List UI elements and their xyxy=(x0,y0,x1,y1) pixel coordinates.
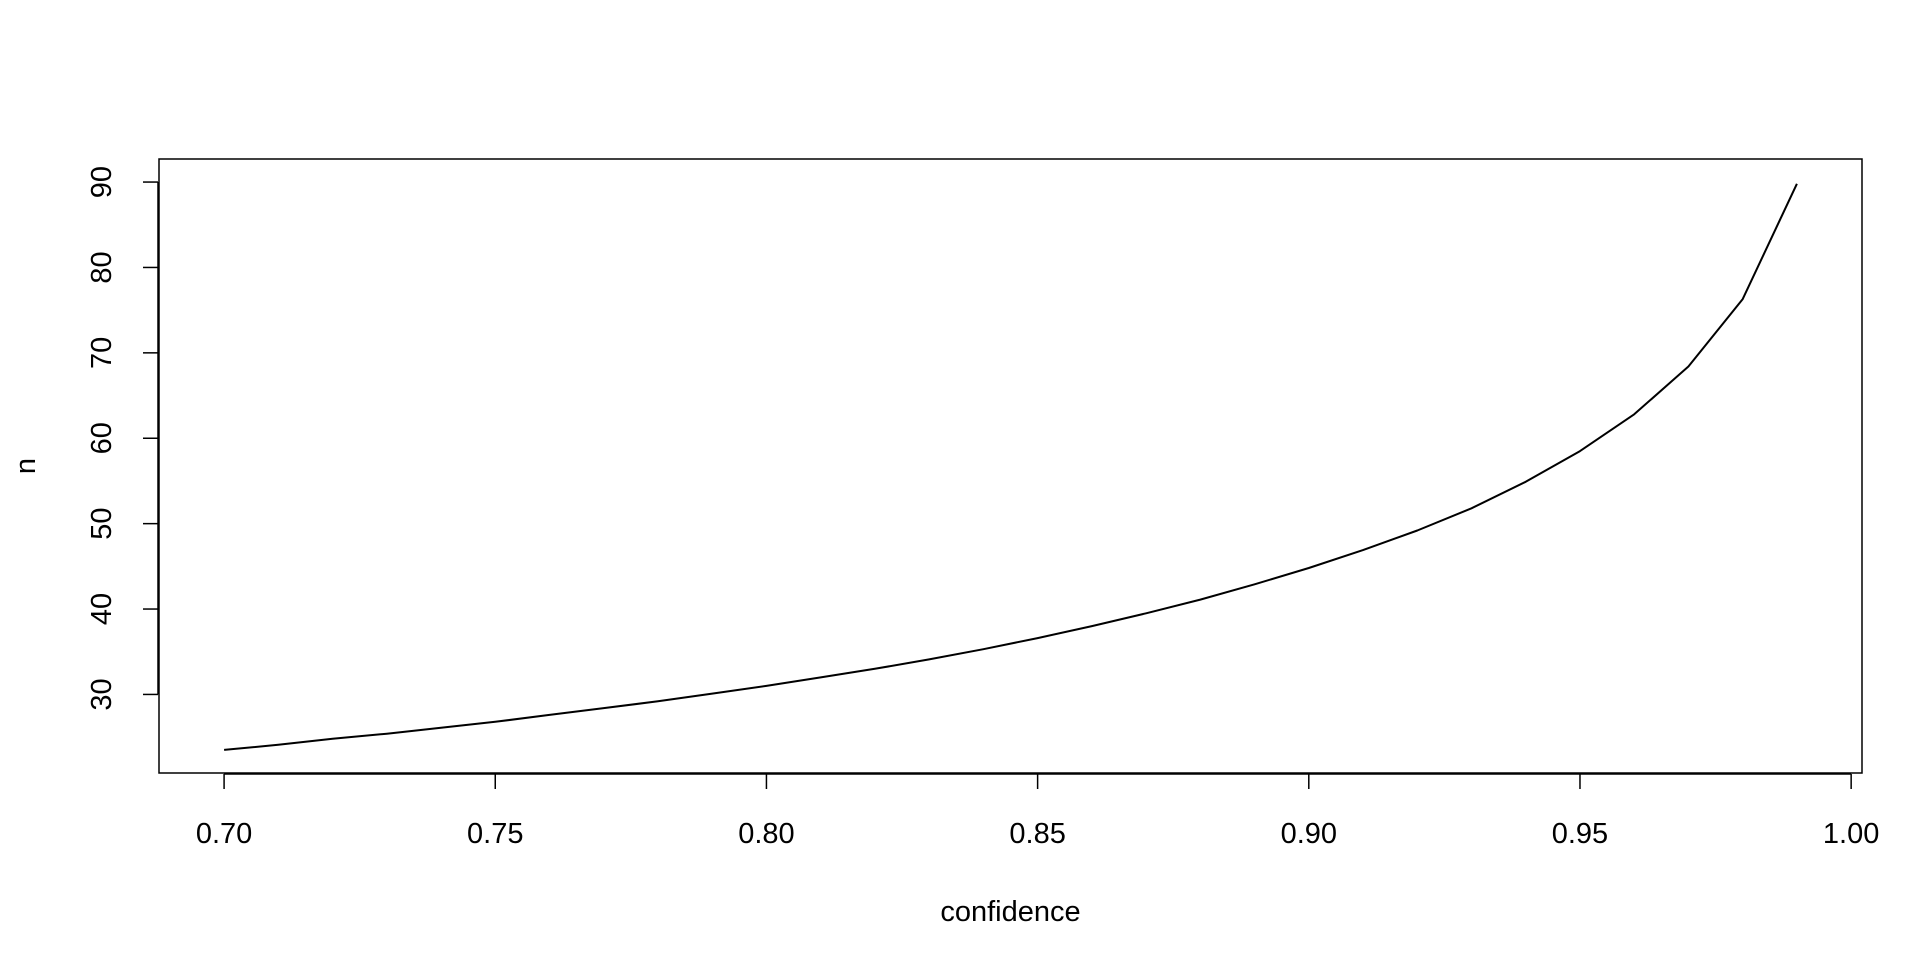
y-tick-label: 90 xyxy=(86,166,118,198)
y-tick-label: 30 xyxy=(86,678,118,710)
y-tick-label: 60 xyxy=(86,422,118,454)
y-tick-label: 50 xyxy=(86,508,118,540)
x-tick-label: 0.90 xyxy=(1281,818,1337,850)
plot-frame xyxy=(158,158,1863,774)
y-axis: 30 40 50 60 70 80 90 xyxy=(86,166,159,711)
series-line xyxy=(224,183,1798,751)
x-axis-label: confidence xyxy=(940,896,1080,928)
x-tick-label: 0.75 xyxy=(467,818,523,850)
y-tick-label: 40 xyxy=(86,593,118,625)
x-axis: 0.70 0.75 0.80 0.85 0.90 0.95 1.00 xyxy=(196,773,1879,850)
y-axis-label: n xyxy=(10,458,42,474)
x-tick-label: 1.00 xyxy=(1823,818,1879,850)
y-tick-label: 70 xyxy=(86,337,118,369)
series-layer xyxy=(224,183,1798,751)
x-tick-label: 0.80 xyxy=(738,818,794,850)
x-tick-label: 0.70 xyxy=(196,818,252,850)
y-tick-label: 80 xyxy=(86,251,118,283)
x-tick-label: 0.85 xyxy=(1009,818,1065,850)
x-tick-label: 0.95 xyxy=(1552,818,1608,850)
